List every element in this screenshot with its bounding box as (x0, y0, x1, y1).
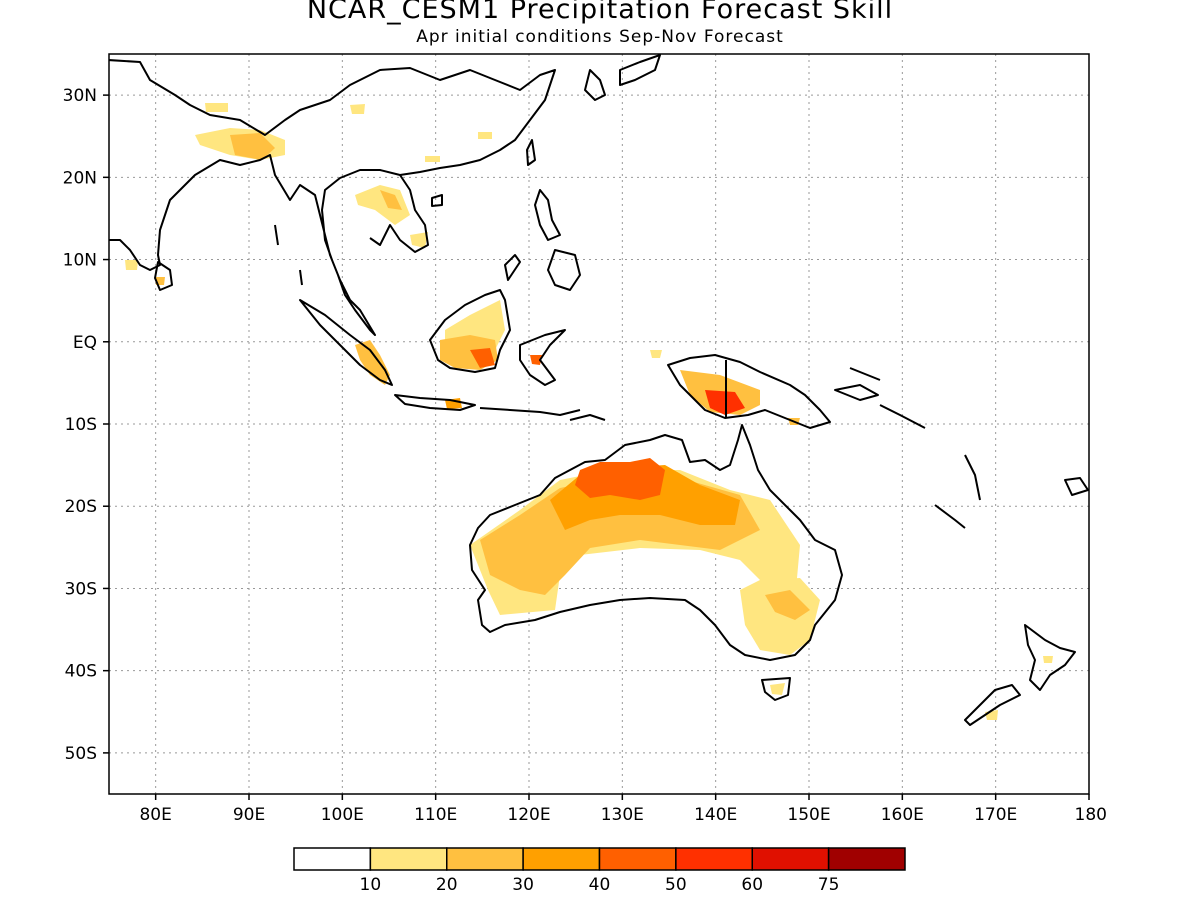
sulawesi-coastline (519, 329, 566, 386)
colorbar-label: 30 (512, 875, 534, 895)
fiji (1064, 477, 1089, 496)
lon-tick-label: 180 (1075, 805, 1107, 825)
lesser-sunda (479, 407, 581, 416)
lat-tick-label: 20S (65, 497, 97, 517)
andaman (274, 224, 279, 246)
lat-tick-label: 50S (65, 744, 97, 764)
taiwan (526, 139, 536, 166)
tasmania-skill (770, 683, 785, 695)
nz-south-island (964, 684, 1021, 726)
lat-tick-label: 10S (65, 415, 97, 435)
borneo-skill-40-60 (470, 348, 495, 368)
timor (569, 414, 606, 421)
new-britain (834, 384, 879, 401)
solomons (879, 404, 926, 429)
vietnam-skill (410, 232, 428, 248)
lon-tick-label: 80E (139, 805, 171, 825)
lat-tick-label: 20N (63, 168, 97, 188)
colorbar-swatch (369, 847, 448, 871)
colorbar-swatch (675, 847, 753, 871)
colorbar-label: 20 (436, 875, 458, 895)
nz-north-skill (1043, 656, 1053, 663)
colorbar-swatch (522, 847, 601, 871)
lon-tick-label: 170E (974, 805, 1017, 825)
hainan (431, 194, 443, 207)
palawan (504, 254, 521, 281)
lon-tick-label: 160E (881, 805, 924, 825)
himalaya-skill-20 (230, 133, 275, 160)
philippines-south (547, 249, 581, 291)
map-subtitle: Apr initial conditions Sep-Nov Forecast (416, 27, 784, 47)
lat-tick-label: 40S (65, 662, 97, 682)
lat-tick-label: 10N (63, 251, 97, 271)
map-frame (108, 53, 1090, 795)
indochina-skill-20 (380, 190, 402, 210)
luzon (534, 189, 561, 241)
lon-tick-label: 150E (787, 805, 830, 825)
coastlines (109, 54, 1089, 726)
nicobar (299, 269, 303, 286)
mainland-se-asia (109, 59, 556, 336)
colorbar-swatch (293, 847, 372, 871)
colorbar-swatch (598, 847, 677, 871)
australia-se-skill-20-30 (765, 590, 810, 620)
new-caledonia (934, 504, 966, 529)
java-coastline (394, 394, 476, 411)
tasmania-coastline (761, 677, 791, 701)
axis-ticks: 30N 20N 10N EQ 10S 20S 30S 40S 50S 80E 90E 100E 110E… (63, 86, 1107, 825)
vanuatu (964, 454, 981, 501)
borneo-coastline (429, 289, 511, 373)
indochina-skill-10 (355, 185, 410, 225)
lat-tick-label: EQ (73, 333, 97, 353)
lon-tick-label: 130E (601, 805, 644, 825)
lon-tick-label: 100E (321, 805, 364, 825)
colorbar-label: 50 (665, 875, 687, 895)
lon-tick-label: 110E (414, 805, 457, 825)
lat-tick-label: 30N (63, 86, 97, 106)
sumatra-coastline (299, 299, 393, 386)
australia-se-skill-10-20 (740, 578, 820, 655)
map-gridlines (109, 54, 1089, 794)
new-ireland (849, 367, 881, 381)
australia-skill-40-50 (575, 458, 665, 500)
china-skill (478, 132, 492, 139)
tibet-skill (350, 104, 365, 114)
lat-tick-label: 30S (65, 579, 97, 599)
sulawesi-skill (530, 355, 542, 365)
colorbar-label: 75 (818, 875, 840, 895)
lon-tick-label: 140E (694, 805, 737, 825)
colorbar-label: 10 (360, 875, 382, 895)
lon-tick-label: 120E (507, 805, 550, 825)
colorbar-swatch (827, 847, 906, 871)
map-title: NCAR_CESM1 Precipitation Forecast Skill (306, 0, 894, 25)
sri-lanka-coastline (154, 261, 173, 291)
australia-coastline (469, 424, 843, 661)
colorbar-label: 40 (589, 875, 611, 895)
colorbar-swatch (751, 847, 830, 871)
skill-shading (125, 103, 1053, 720)
lon-tick-label: 90E (233, 805, 265, 825)
sumatra-skill (355, 340, 390, 385)
japan (619, 54, 661, 86)
china-south-skill (425, 156, 440, 162)
colorbar-swatch (446, 847, 524, 871)
nepal-skill (205, 103, 228, 112)
korea (584, 69, 606, 101)
new-guinea-skill-small (650, 350, 662, 358)
colorbar: 10 20 30 40 50 60 75 (293, 847, 906, 895)
colorbar-label: 60 (741, 875, 763, 895)
new-guinea-coastline (667, 354, 831, 429)
nz-north-island (1024, 624, 1076, 691)
india-tip-skill (125, 260, 138, 270)
vietnam-coast (369, 174, 429, 253)
